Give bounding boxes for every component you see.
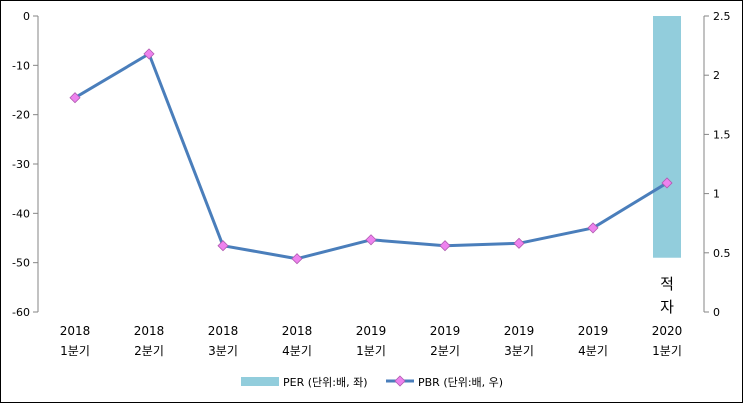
y-left-tick-label-5: -50 [12, 257, 30, 270]
pbr-line [74, 52, 668, 261]
x-tick-year-1: 2018 [134, 324, 165, 338]
pbr-point-4 [365, 234, 377, 246]
x-tick-quarter-2: 3분기 [208, 344, 238, 358]
x-tick-quarter-0: 1분기 [60, 344, 90, 358]
y-left-tick-label-4: -40 [12, 207, 30, 220]
pbr-point-7 [587, 222, 599, 234]
x-tick-quarter-5: 2분기 [430, 344, 460, 358]
y-left-tick-label-0: 0 [23, 10, 30, 23]
x-tick-quarter-3: 4분기 [282, 344, 312, 358]
pbr-point-5 [439, 240, 451, 252]
x-tick-year-3: 2018 [282, 324, 313, 338]
legend-per-label: PER (단위:배, 좌) [283, 376, 368, 389]
x-tick-year-2: 2018 [208, 324, 239, 338]
pbr-point-2 [217, 240, 229, 252]
annotation-text-1: 자 [660, 298, 674, 316]
pbr-point-3 [291, 253, 303, 265]
legend-pbr-marker [394, 375, 406, 387]
legend-pbr-label: PBR (단위:배, 우) [418, 376, 503, 389]
pbr-point-1 [143, 48, 155, 60]
legend-per-swatch [241, 377, 279, 386]
x-tick-year-7: 2019 [578, 324, 609, 338]
y-left-tick-label-6: -60 [12, 306, 30, 319]
x-tick-year-4: 2019 [356, 324, 387, 338]
annotation-text-0: 적 [660, 275, 674, 293]
y-right-tick-label-3: 1 [713, 188, 720, 201]
x-tick-quarter-8: 1분기 [652, 344, 682, 358]
y-right-tick-label-1: 2 [713, 69, 720, 82]
pbr-point-6 [513, 237, 525, 249]
x-tick-quarter-6: 3분기 [504, 344, 534, 358]
y-left-tick-label-2: -20 [12, 109, 30, 122]
pbr-point-0 [69, 92, 81, 104]
x-tick-year-0: 2018 [60, 324, 91, 338]
y-right-tick-label-0: 2.5 [713, 10, 731, 23]
per-bar-8 [653, 16, 681, 258]
y-left-tick-label-1: -10 [12, 59, 30, 72]
y-right-tick-label-5: 0 [713, 306, 720, 319]
y-right-tick-label-2: 1.5 [713, 128, 731, 141]
x-tick-year-5: 2019 [430, 324, 461, 338]
y-right-tick-label-4: 0.5 [713, 247, 731, 260]
x-tick-year-6: 2019 [504, 324, 535, 338]
y-left-tick-label-3: -30 [12, 158, 30, 171]
x-tick-quarter-4: 1분기 [356, 344, 386, 358]
x-tick-quarter-7: 4분기 [578, 344, 608, 358]
x-tick-year-8: 2020 [652, 324, 683, 338]
x-tick-quarter-1: 2분기 [134, 344, 164, 358]
pbr-point-8 [661, 177, 673, 189]
